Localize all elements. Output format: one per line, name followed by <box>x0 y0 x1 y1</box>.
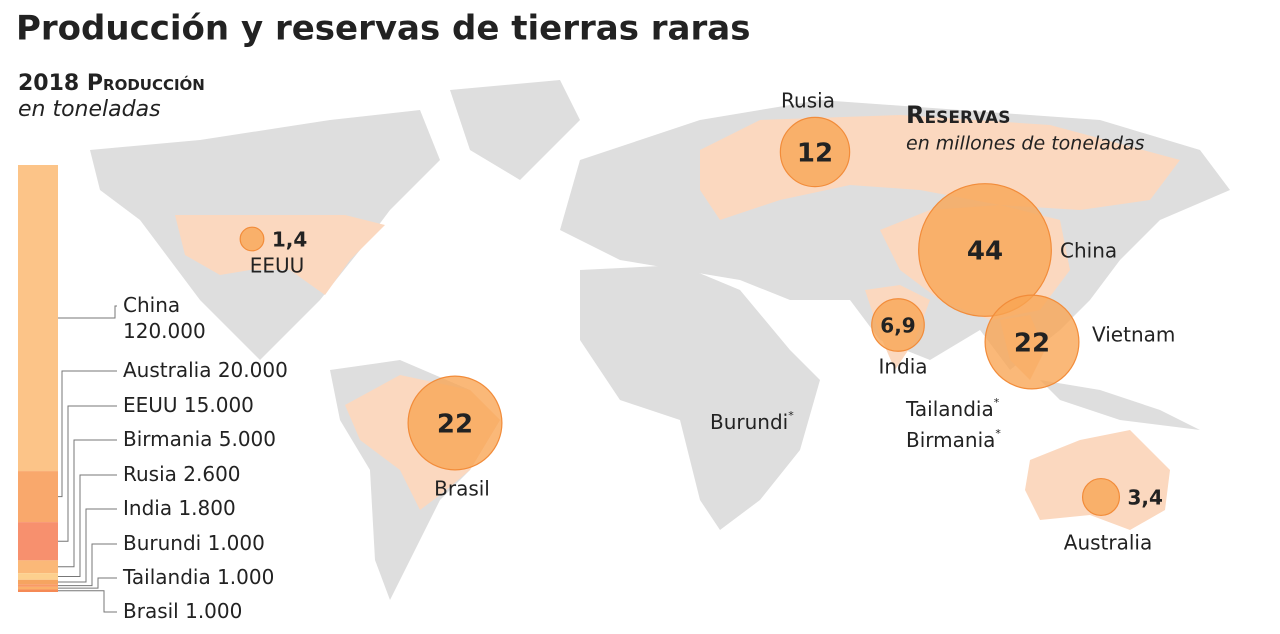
leader-line <box>58 439 117 568</box>
label-part: 15.000 <box>184 393 254 417</box>
production-segment <box>18 165 58 472</box>
production-label: Brasil 1.000 <box>123 599 242 623</box>
reserve-value-label: 6,9 <box>880 314 915 338</box>
label-part: Brasil <box>123 599 179 623</box>
highlight-country <box>175 215 385 295</box>
country-label: Australia <box>1064 531 1152 555</box>
reserve-bubble <box>779 116 851 188</box>
production-label: EEUU 15.000 <box>123 393 254 417</box>
production-label: Burundi 1.000 <box>123 531 265 555</box>
label-part: Tailandia <box>905 397 994 421</box>
land <box>1040 380 1200 430</box>
country-label: India <box>878 355 927 379</box>
country-label: EEUU <box>250 254 305 278</box>
land <box>450 80 580 180</box>
label-part: * <box>788 409 794 422</box>
label-part: Tailandia <box>122 565 211 589</box>
reserve-bubble <box>984 294 1080 390</box>
label-part: Birmania <box>906 428 995 452</box>
reserve-bubble <box>239 226 265 252</box>
label-part: 20.000 <box>218 358 288 382</box>
country-label: Vietnam <box>1092 323 1175 347</box>
reserve-value-label: 3,4 <box>1127 486 1162 510</box>
reserve-bubble <box>407 375 503 471</box>
label-part: 2.600 <box>183 462 240 486</box>
leader-line <box>58 508 117 583</box>
reserve-value-label: 22 <box>1014 329 1050 359</box>
label-part: * <box>995 427 1001 440</box>
leader-line <box>58 590 117 613</box>
reserve-bubble <box>871 298 925 352</box>
label-part: China <box>123 293 180 317</box>
reserves-unit: en millones de toneladas <box>906 133 1145 155</box>
label-part: 1.800 <box>178 496 235 520</box>
reserve-value-label: 12 <box>797 139 833 169</box>
leader-line <box>58 305 117 319</box>
label-part: Birmania <box>123 427 212 451</box>
label-part: 5.000 <box>219 427 276 451</box>
leader-line <box>58 474 117 577</box>
production-segment <box>18 573 58 580</box>
production-heading: 2018 Producción <box>18 71 205 96</box>
label-part: Burundi <box>710 410 788 434</box>
reserve-value-label: 22 <box>437 410 473 440</box>
country-label: Tailandia* <box>905 396 1000 421</box>
production-label: Tailandia 1.000 <box>122 565 274 589</box>
label-part: India <box>123 496 172 520</box>
production-segment <box>18 589 58 592</box>
label-part: * <box>994 396 1000 409</box>
label-part: Burundi <box>123 531 201 555</box>
country-label: Rusia <box>781 89 835 113</box>
production-segment <box>18 471 58 523</box>
label-part: 1.000 <box>208 531 265 555</box>
label-part: EEUU <box>123 393 178 417</box>
production-label: Birmania 5.000 <box>123 427 276 451</box>
land <box>580 265 820 530</box>
reserve-bubble <box>1081 477 1121 517</box>
production-segment <box>18 586 58 590</box>
label-part: Australia <box>123 358 211 382</box>
production-segment <box>18 579 58 585</box>
production-unit: en toneladas <box>18 97 161 122</box>
title: Producción y reservas de tierras raras <box>16 9 750 49</box>
leader-line <box>58 543 117 587</box>
production-segment <box>18 522 58 561</box>
reserve-bubble <box>918 183 1052 317</box>
label-part: 120.000 <box>123 319 206 343</box>
reserves-heading: Reservas <box>906 101 1010 129</box>
country-label: Birmania* <box>906 427 1001 452</box>
leader-line <box>58 577 117 589</box>
reserve-value-label: 1,4 <box>272 228 307 252</box>
label-part: 1.000 <box>217 565 274 589</box>
country-label: Brasil <box>434 477 490 501</box>
leader-line <box>58 370 117 498</box>
production-label: China 120.000 <box>123 293 206 343</box>
reserve-value-label: 44 <box>967 237 1003 267</box>
production-segment <box>18 560 58 574</box>
leader-line <box>58 405 117 542</box>
production-label: Australia 20.000 <box>123 358 288 382</box>
country-label: China <box>1060 239 1117 263</box>
label-part: 1.000 <box>185 599 242 623</box>
production-label: Rusia 2.600 <box>123 462 241 486</box>
country-label: Burundi* <box>710 409 794 434</box>
production-label: India 1.800 <box>123 496 236 520</box>
production-segment <box>18 584 58 587</box>
label-part: Rusia <box>123 462 177 486</box>
